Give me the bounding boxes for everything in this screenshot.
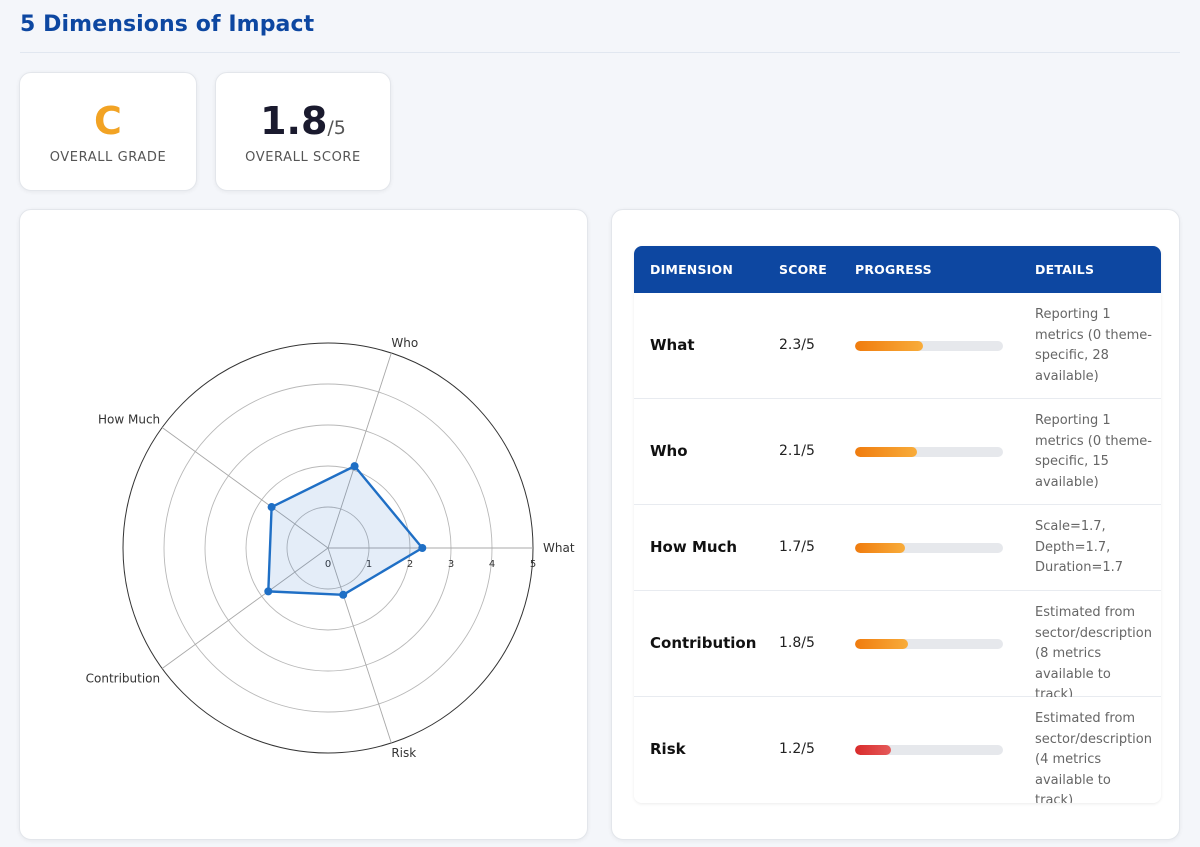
page-title: 5 Dimensions of Impact [20, 12, 315, 37]
details-line: (4 metrics [1035, 752, 1102, 767]
row-score: 1.2/5 [779, 741, 815, 757]
row-details: Reporting 1 metrics (0 theme-specific, 28… [1035, 305, 1153, 387]
table-body: What 2.3/5 Reporting 1 metrics (0 theme-spe… [634, 293, 1161, 803]
progress-fill [855, 745, 891, 755]
table-row: Who 2.1/5 Reporting 1 metrics (0 theme-spec… [634, 399, 1161, 505]
progress-bar [855, 745, 1003, 755]
details-line: sector/description [1035, 731, 1152, 747]
row-dimension: Who [650, 442, 688, 460]
details-line: specific, 28 [1035, 348, 1109, 363]
table-row: How Much 1.7/5 Scale=1.7, Depth=1.7, Duratio… [634, 505, 1161, 591]
radar-point [267, 503, 276, 512]
details-line: Estimated from [1035, 711, 1136, 726]
title-divider [20, 52, 1180, 53]
axis-label: What [543, 541, 575, 555]
overall-score-label: OVERALL SCORE [245, 150, 361, 165]
overall-score-value: 1.8 [260, 99, 328, 143]
radial-tick-label: 0 [325, 559, 331, 570]
radial-tick-label: 1 [366, 559, 372, 570]
row-score: 2.3/5 [779, 337, 815, 353]
overall-score-card: 1.8/5 OVERALL SCORE [215, 72, 391, 191]
table-row: What 2.3/5 Reporting 1 metrics (0 theme-spe… [634, 293, 1161, 399]
table-header: DIMENSION SCORE PROGRESS DETAILS [634, 246, 1161, 293]
header-score: SCORE [779, 262, 827, 277]
progress-fill [855, 341, 924, 351]
radial-tick-label: 4 [489, 559, 495, 570]
axis-label: How Much [98, 413, 160, 427]
overall-grade-card: C OVERALL GRADE [19, 72, 197, 191]
overall-score-suffix: /5 [327, 117, 346, 139]
details-line: Reporting 1 [1035, 413, 1111, 428]
progress-bar [855, 341, 1003, 351]
row-dimension: Contribution [650, 634, 757, 652]
row-dimension: What [650, 336, 695, 354]
radial-tick-label: 5 [530, 559, 536, 570]
header-details: DETAILS [1035, 262, 1095, 277]
overall-score-value-wrap: 1.8/5 [216, 99, 390, 150]
details-line: metrics (0 theme- [1035, 327, 1152, 343]
details-line: available to track) [1035, 772, 1111, 804]
details-line: Reporting 1 [1035, 307, 1111, 322]
details-line: available) [1035, 474, 1099, 490]
axis-spoke [161, 427, 329, 549]
progress-fill [855, 639, 909, 649]
details-line: Duration=1.7 [1035, 560, 1124, 576]
table-row: Risk 1.2/5 Estimated from sector/descriptio… [634, 697, 1161, 803]
radar-chart-card: What Who How Much Contribution Risk 0 1 2 3 4 5 [19, 209, 588, 840]
row-score: 1.7/5 [779, 539, 815, 555]
row-details: Estimated from sector/description (4 metri… [1035, 709, 1153, 803]
progress-fill [855, 543, 906, 553]
progress-bar [855, 447, 1003, 457]
dimensions-table: DIMENSION SCORE PROGRESS DETAILS What 2.3… [634, 246, 1161, 803]
row-details: Scale=1.7, Depth=1.7, Duration=1.7 [1035, 517, 1153, 579]
radar-chart: What Who How Much Contribution Risk 0 1 2 3 4 5 [86, 336, 575, 760]
row-score: 2.1/5 [779, 443, 815, 459]
radar-point [350, 462, 359, 471]
radial-tick-label: 3 [448, 559, 454, 570]
row-details: Estimated from sector/description (8 metri… [1035, 603, 1153, 706]
radar-point [339, 590, 348, 599]
axis-label: Risk [391, 746, 416, 760]
axis-spoke [327, 352, 392, 549]
radar-point [264, 587, 273, 596]
progress-bar [855, 543, 1003, 553]
axis-label: Who [391, 336, 418, 350]
details-line: Depth=1.7, [1035, 539, 1111, 555]
radial-tick-label: 2 [407, 559, 413, 570]
header-dimension: DIMENSION [650, 262, 734, 277]
header-progress: PROGRESS [855, 262, 932, 277]
row-details: Reporting 1 metrics (0 theme-specific, 15… [1035, 411, 1153, 493]
details-line: Estimated from [1035, 605, 1136, 620]
overall-grade-value: C [94, 99, 122, 143]
axis-label: Contribution [86, 671, 161, 685]
axis-spoke [327, 547, 392, 744]
details-line: sector/description [1035, 625, 1152, 641]
axis-spoke [161, 547, 329, 669]
details-line: metrics (0 theme- [1035, 433, 1152, 449]
row-dimension: Risk [650, 740, 686, 758]
progress-bar [855, 639, 1003, 649]
details-line: Scale=1.7, [1035, 519, 1106, 535]
radar-point [418, 544, 427, 552]
details-line: (8 metrics [1035, 646, 1102, 661]
radar-series-area [267, 464, 424, 596]
dimensions-table-card: DIMENSION SCORE PROGRESS DETAILS What 2.3… [611, 209, 1180, 840]
row-dimension: How Much [650, 538, 738, 556]
overall-grade-label: OVERALL GRADE [49, 150, 167, 165]
details-line: available) [1035, 368, 1099, 384]
table-row: Contribution 1.8/5 Estimated from sector/de… [634, 591, 1161, 702]
details-line: specific, 15 [1035, 454, 1109, 469]
progress-fill [855, 447, 918, 457]
row-score: 1.8/5 [779, 635, 815, 651]
